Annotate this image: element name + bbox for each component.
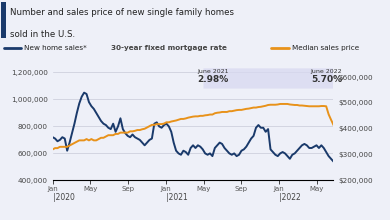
Text: |2021: |2021	[166, 193, 188, 202]
Text: 5.70%: 5.70%	[311, 75, 342, 84]
Text: Number and sales price of new single family homes: Number and sales price of new single fam…	[10, 8, 234, 17]
Bar	[1, 2, 6, 38]
Text: Median sales price: Median sales price	[292, 45, 359, 51]
Text: |2020: |2020	[53, 193, 74, 202]
Text: sold in the U.S.: sold in the U.S.	[10, 30, 75, 39]
Text: |2022: |2022	[279, 193, 301, 202]
Text: New home sales*: New home sales*	[24, 45, 87, 51]
Text: June 2021: June 2021	[197, 70, 229, 74]
Text: 2.98%: 2.98%	[197, 75, 229, 84]
FancyBboxPatch shape	[204, 68, 339, 89]
Text: 30-year fixed mortgage rate: 30-year fixed mortgage rate	[111, 45, 227, 51]
Text: June 2022: June 2022	[310, 70, 342, 74]
